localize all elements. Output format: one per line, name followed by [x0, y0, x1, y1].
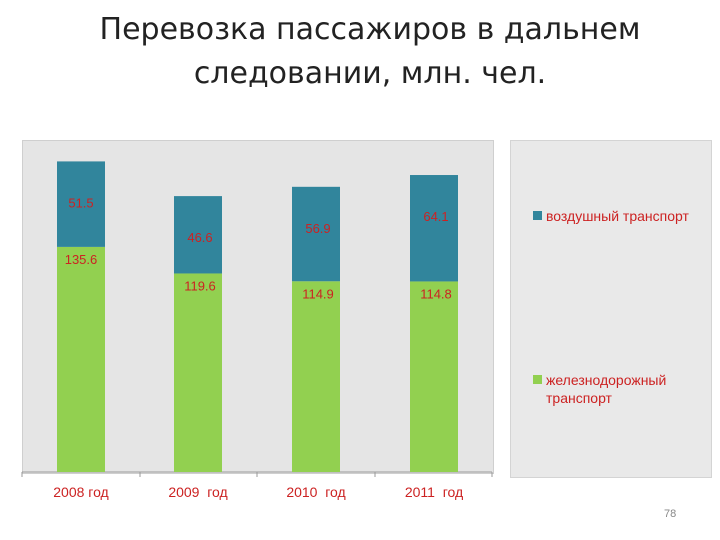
legend-swatch-air: [533, 211, 542, 220]
legend-swatch-rail: [533, 375, 542, 384]
bar-air: [174, 196, 222, 274]
bar-rail: [174, 273, 222, 472]
bar-rail: [292, 281, 340, 472]
data-label-air: 51.5: [68, 195, 93, 210]
page-number: 78: [664, 508, 677, 520]
data-label-air: 64.1: [423, 209, 448, 224]
title-line-1: Перевозка пассажиров в дальнем: [99, 12, 641, 47]
data-label-rail: 114.9: [302, 286, 334, 301]
title-line-2: следовании, млн. чел.: [193, 56, 547, 91]
bar-rail: [410, 281, 458, 472]
x-tick-label: 2011 год: [405, 484, 463, 500]
legend-label-rail-line-2: транспорт: [546, 390, 612, 406]
data-label-rail: 114.8: [420, 286, 452, 301]
legend: воздушный транспорт железнодорожный тран…: [510, 140, 712, 478]
data-label-air: 56.9: [305, 221, 330, 236]
chart-title: Перевозка пассажиров в дальнем следовани…: [60, 8, 680, 96]
legend-label-air: воздушный транспорт: [546, 208, 689, 224]
bar-air: [57, 161, 105, 247]
bar-air: [410, 175, 458, 282]
data-label-rail: 119.6: [184, 278, 216, 293]
x-tick-label: 2009 год: [168, 484, 227, 500]
data-label-rail: 135.6: [65, 252, 98, 267]
x-tick-label: 2010 год: [286, 484, 345, 500]
data-label-air: 46.6: [187, 230, 212, 245]
bar-air: [292, 186, 340, 282]
bar-rail: [57, 246, 105, 472]
x-tick-label: 2008 год: [53, 484, 108, 500]
legend-label-rail-line-1: железнодорожный: [546, 372, 667, 388]
